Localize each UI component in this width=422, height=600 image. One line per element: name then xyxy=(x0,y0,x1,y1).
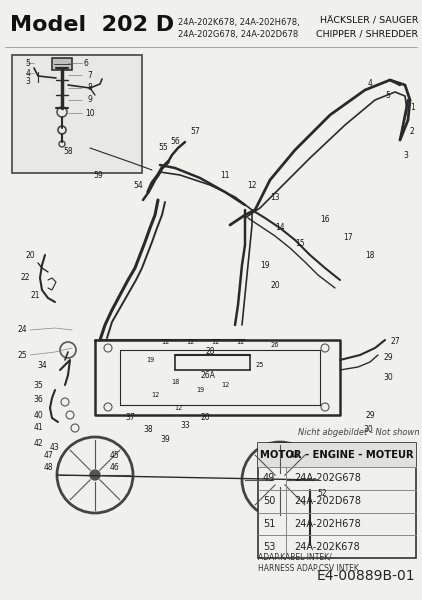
Text: 18: 18 xyxy=(171,379,179,385)
Text: 40: 40 xyxy=(33,410,43,419)
Text: 24: 24 xyxy=(17,325,27,335)
Circle shape xyxy=(274,474,286,486)
Text: 14: 14 xyxy=(275,223,285,232)
Text: 26A: 26A xyxy=(200,370,216,379)
Text: MOTOR - ENGINE - MOTEUR: MOTOR - ENGINE - MOTEUR xyxy=(260,450,414,460)
Text: 42: 42 xyxy=(33,439,43,448)
Text: 8: 8 xyxy=(88,83,92,92)
Text: 45: 45 xyxy=(110,451,120,460)
Text: 5: 5 xyxy=(386,91,390,100)
Text: 52: 52 xyxy=(317,488,327,497)
Text: 20: 20 xyxy=(25,251,35,259)
Text: 20: 20 xyxy=(270,280,280,289)
Text: 3: 3 xyxy=(26,77,30,86)
Text: 44: 44 xyxy=(290,451,300,460)
Text: 19: 19 xyxy=(260,260,270,269)
Text: 24A-202K678: 24A-202K678 xyxy=(294,542,360,551)
Text: 12: 12 xyxy=(211,339,219,345)
Text: 6: 6 xyxy=(84,58,89,67)
Text: 50: 50 xyxy=(263,496,276,506)
Text: HÄCKSLER / SAUGER
CHIPPER / SHREDDER: HÄCKSLER / SAUGER CHIPPER / SHREDDER xyxy=(316,16,418,38)
Text: 3: 3 xyxy=(403,151,408,160)
Text: 7: 7 xyxy=(87,70,92,79)
Text: 38: 38 xyxy=(143,425,153,434)
Text: 28: 28 xyxy=(205,347,215,356)
Text: 30: 30 xyxy=(363,425,373,434)
Text: 43: 43 xyxy=(50,443,60,452)
Text: 11: 11 xyxy=(220,170,230,179)
Bar xyxy=(258,443,416,467)
Text: 27: 27 xyxy=(390,337,400,346)
Text: 48: 48 xyxy=(43,463,53,473)
Text: 51: 51 xyxy=(263,519,276,529)
Text: E4-00889B-01: E4-00889B-01 xyxy=(316,569,415,583)
Text: 2: 2 xyxy=(410,127,414,136)
Text: 12: 12 xyxy=(247,181,257,190)
Text: 58: 58 xyxy=(63,148,73,157)
Text: Model  202 D: Model 202 D xyxy=(10,15,174,35)
Text: 34: 34 xyxy=(37,361,47,370)
Text: 12: 12 xyxy=(236,339,244,345)
Circle shape xyxy=(89,469,101,481)
Text: 29: 29 xyxy=(365,410,375,419)
Text: 24A-202H678: 24A-202H678 xyxy=(294,519,361,529)
Text: 13: 13 xyxy=(270,193,280,202)
Bar xyxy=(52,58,72,70)
Text: 55: 55 xyxy=(158,143,168,152)
Text: 49: 49 xyxy=(263,473,275,484)
Text: Nicht abgebildet - Not shown: Nicht abgebildet - Not shown xyxy=(298,428,419,437)
Text: 25: 25 xyxy=(256,362,264,368)
Text: 30: 30 xyxy=(383,373,393,383)
Text: 17: 17 xyxy=(343,233,353,242)
Text: 12: 12 xyxy=(221,382,229,388)
Text: 29: 29 xyxy=(383,353,393,362)
Text: 54: 54 xyxy=(133,181,143,190)
Text: 10: 10 xyxy=(85,109,95,118)
Circle shape xyxy=(306,545,314,551)
Text: 4: 4 xyxy=(368,79,373,88)
Text: 15: 15 xyxy=(295,238,305,247)
Text: 25: 25 xyxy=(17,350,27,359)
Text: 24A-202K678, 24A-202H678,
24A-202G678, 24A-202D678: 24A-202K678, 24A-202H678, 24A-202G678, 2… xyxy=(178,18,300,40)
Text: 35: 35 xyxy=(33,380,43,389)
Text: 37: 37 xyxy=(125,413,135,422)
Text: 16: 16 xyxy=(320,215,330,224)
Text: 19: 19 xyxy=(146,357,154,363)
Text: 22: 22 xyxy=(20,274,30,283)
Text: 24A-202G678: 24A-202G678 xyxy=(294,473,361,484)
Text: 9: 9 xyxy=(87,95,92,104)
Bar xyxy=(258,443,416,558)
Text: 12: 12 xyxy=(186,339,194,345)
Text: 36: 36 xyxy=(33,395,43,404)
Text: 59: 59 xyxy=(93,170,103,179)
Text: 56: 56 xyxy=(170,137,180,146)
Text: 5: 5 xyxy=(26,58,30,67)
Text: 47: 47 xyxy=(43,451,53,460)
Text: 39: 39 xyxy=(160,436,170,445)
Text: 1: 1 xyxy=(411,103,415,113)
Text: 12: 12 xyxy=(151,392,159,398)
Text: 12: 12 xyxy=(174,405,182,411)
Text: 41: 41 xyxy=(33,424,43,433)
Text: 18: 18 xyxy=(365,251,375,259)
Text: 4: 4 xyxy=(26,68,30,77)
Text: 21: 21 xyxy=(30,290,40,299)
Text: ADAP.KABEL INTEK/
HARNESS ADAP.CSV INTEK: ADAP.KABEL INTEK/ HARNESS ADAP.CSV INTEK xyxy=(258,552,359,573)
Text: 26: 26 xyxy=(271,342,279,348)
Text: 33: 33 xyxy=(180,421,190,430)
Text: 53: 53 xyxy=(263,542,276,551)
Text: 12: 12 xyxy=(161,339,169,345)
Text: 57: 57 xyxy=(190,127,200,136)
Text: 46: 46 xyxy=(110,463,120,473)
Text: 20: 20 xyxy=(200,413,210,422)
Text: 24A-202D678: 24A-202D678 xyxy=(294,496,361,506)
Bar xyxy=(12,55,142,173)
Text: 19: 19 xyxy=(196,387,204,393)
